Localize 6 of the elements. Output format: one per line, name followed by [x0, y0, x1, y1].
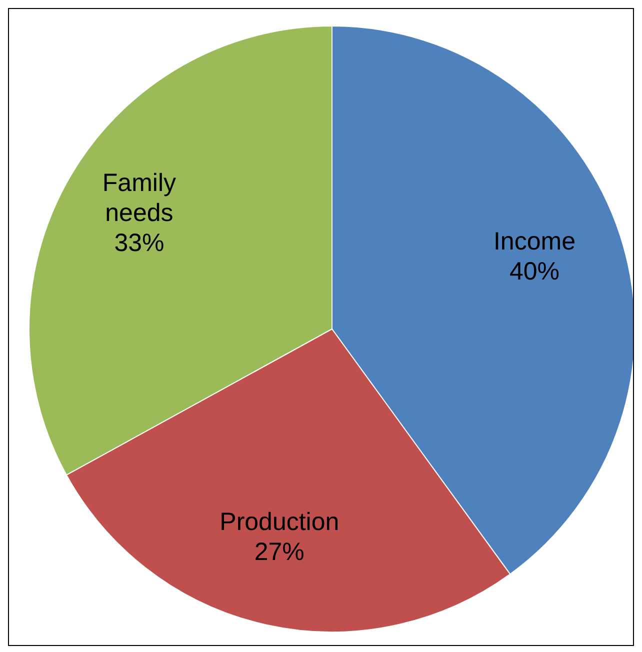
slice-label: Production — [220, 508, 340, 536]
data-label: 27% — [254, 538, 304, 566]
slice-label: Family needs — [102, 168, 177, 227]
data-label: 40% — [509, 258, 560, 286]
slice-label: Income — [493, 228, 576, 256]
data-label: 33% — [114, 228, 164, 257]
